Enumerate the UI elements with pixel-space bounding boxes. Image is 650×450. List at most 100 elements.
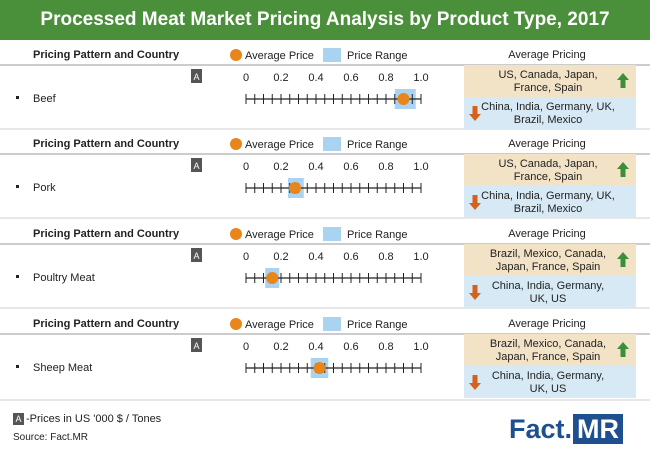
footer-note: A -Prices in US '000 $ / Tones: [13, 413, 161, 425]
a-marker-footer: A: [13, 413, 24, 425]
tick-label: 0.6: [343, 341, 358, 353]
low-price-countries-poultry-meat: UK, US: [530, 293, 567, 305]
factmr-logo: Fact. MR: [509, 413, 641, 445]
high-price-box-poultry-meat: [464, 244, 636, 276]
low-price-countries-beef: Brazil, Mexico: [514, 114, 582, 126]
tick-label: 1.0: [413, 161, 428, 173]
down-arrow-icon: [469, 195, 481, 210]
high-price-countries-beef: US, Canada, Japan,: [498, 69, 597, 81]
low-price-box-sheep-meat: [464, 366, 636, 398]
low-price-countries-pork: Brazil, Mexico: [514, 203, 582, 215]
a-marker-text-beef: A: [193, 72, 199, 82]
tick-label: 0.8: [378, 161, 393, 173]
high-price-countries-beef: France, Spain: [514, 82, 582, 94]
a-marker-pork: [191, 158, 202, 172]
range-legend-icon: [323, 227, 341, 241]
product-label-pork: Pork: [33, 182, 56, 194]
a-marker-text-pork: A: [193, 161, 199, 171]
high-price-countries-sheep-meat: Japan, France, Spain: [496, 351, 601, 363]
product-label-poultry-meat: Poultry Meat: [33, 272, 95, 284]
low-price-countries-sheep-meat: China, India, Germany,: [492, 370, 604, 382]
avg-legend-icon: [230, 138, 242, 150]
high-price-countries-poultry-meat: Japan, France, Spain: [496, 261, 601, 273]
tick-label: 0: [243, 251, 249, 263]
tick-label: 0.2: [273, 251, 288, 263]
tick-label: 0.8: [378, 251, 393, 263]
low-price-box-beef: [464, 97, 636, 129]
tick-label: 0.6: [343, 72, 358, 84]
tick-label: 0.4: [308, 72, 323, 84]
tick-label: 0.4: [308, 341, 323, 353]
range-legend-label: Price Range: [347, 50, 408, 62]
high-price-countries-pork: US, Canada, Japan,: [498, 158, 597, 170]
range-legend-label: Price Range: [347, 229, 408, 241]
high-price-box-beef: [464, 65, 636, 97]
pattern-header: Pricing Pattern and Country: [33, 228, 180, 240]
tick-label: 0.4: [308, 161, 323, 173]
bullet-poultry-meat: [16, 275, 19, 278]
tick-label: 0.6: [343, 251, 358, 263]
avg-pricing-header: Average Pricing: [508, 228, 585, 240]
avg-pricing-header: Average Pricing: [508, 138, 585, 150]
avg-legend-label: Average Price: [245, 139, 314, 151]
product-label-sheep-meat: Sheep Meat: [33, 362, 92, 374]
low-price-box-poultry-meat: [464, 276, 636, 308]
range-legend-label: Price Range: [347, 319, 408, 331]
footer-note-text: -Prices in US '000 $ / Tones: [26, 413, 162, 425]
tick-label: 0: [243, 341, 249, 353]
a-marker-sheep-meat: [191, 338, 202, 352]
down-arrow-icon: [469, 285, 481, 300]
pattern-header: Pricing Pattern and Country: [33, 318, 180, 330]
high-price-box-sheep-meat: [464, 334, 636, 366]
a-marker-beef: [191, 69, 202, 83]
logo-mr: MR: [573, 414, 624, 444]
product-label-beef: Beef: [33, 93, 57, 105]
a-marker-poultry-meat: [191, 248, 202, 262]
avg-pricing-header: Average Pricing: [508, 318, 585, 330]
a-marker-text-poultry-meat: A: [193, 251, 199, 261]
low-price-countries-pork: China, India, Germany, UK,: [481, 190, 615, 202]
high-price-countries-poultry-meat: Brazil, Mexico, Canada,: [490, 248, 606, 260]
average-price-beef: [397, 93, 410, 105]
low-price-countries-sheep-meat: UK, US: [530, 383, 567, 395]
tick-label: 0.2: [273, 72, 288, 84]
tick-label: 0.8: [378, 72, 393, 84]
tick-label: 1.0: [413, 72, 428, 84]
tick-label: 0: [243, 161, 249, 173]
pattern-header: Pricing Pattern and Country: [33, 49, 180, 61]
tick-label: 0.8: [378, 341, 393, 353]
average-price-poultry-meat: [266, 272, 279, 284]
pattern-header: Pricing Pattern and Country: [33, 138, 180, 150]
bullet-pork: [16, 185, 19, 188]
high-price-countries-pork: France, Spain: [514, 171, 582, 183]
page-title: Processed Meat Market Pricing Analysis b…: [0, 0, 650, 40]
range-legend-icon: [323, 317, 341, 331]
range-legend-label: Price Range: [347, 139, 408, 151]
avg-pricing-header: Average Pricing: [508, 49, 585, 61]
a-marker-text-sheep-meat: A: [193, 341, 199, 351]
high-price-countries-sheep-meat: Brazil, Mexico, Canada,: [490, 338, 606, 350]
tick-label: 0: [243, 72, 249, 84]
average-price-sheep-meat: [313, 362, 326, 374]
avg-legend-label: Average Price: [245, 319, 314, 331]
up-arrow-icon: [617, 252, 629, 267]
avg-legend-label: Average Price: [245, 50, 314, 62]
logo-dot: .: [564, 413, 573, 444]
down-arrow-icon: [469, 106, 481, 121]
tick-label: 1.0: [413, 251, 428, 263]
source-text: Source: Fact.MR: [13, 432, 89, 443]
range-legend-icon: [323, 137, 341, 151]
low-price-countries-beef: China, India, Germany, UK,: [481, 101, 615, 113]
up-arrow-icon: [617, 162, 629, 177]
bullet-beef: [16, 96, 19, 99]
bullet-sheep-meat: [16, 365, 19, 368]
low-price-countries-poultry-meat: China, India, Germany,: [492, 280, 604, 292]
tick-label: 0.6: [343, 161, 358, 173]
low-price-box-pork: [464, 186, 636, 218]
avg-legend-label: Average Price: [245, 229, 314, 241]
high-price-box-pork: [464, 154, 636, 186]
tick-label: 0.4: [308, 251, 323, 263]
avg-legend-icon: [230, 228, 242, 240]
logo-fact: Fact: [509, 413, 565, 444]
